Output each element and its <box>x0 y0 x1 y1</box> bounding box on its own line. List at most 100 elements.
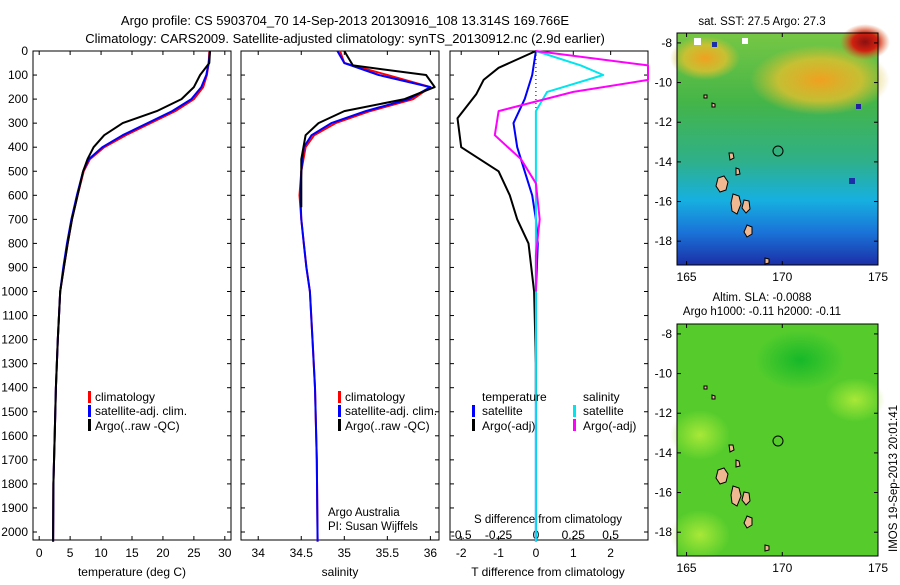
series-line-argo-raw-qc- <box>300 50 436 208</box>
sst-map <box>670 24 890 266</box>
sst-map-title: sat. SST: 27.5 Argo: 27.3 <box>698 16 825 28</box>
depth-tick-label: 100 <box>8 68 28 82</box>
series-line-climatology <box>52 50 211 542</box>
sst-island-6 <box>735 167 741 176</box>
sst-map-frame <box>676 32 879 266</box>
sla-light-patch-3 <box>670 510 730 560</box>
depth-tick-label: 300 <box>8 116 28 130</box>
map-x-tick-label: 175 <box>868 561 888 575</box>
temp-legend-argo: Argo(..raw -QC) <box>95 419 180 433</box>
map-x-tick-label: 165 <box>677 561 697 575</box>
sla-island-9 <box>711 394 716 400</box>
series-line-climatology <box>298 50 432 542</box>
x-tick-label: 35 <box>338 546 352 560</box>
x-tick-label: 34.5 <box>290 546 314 560</box>
depth-tick-label: 1400 <box>1 381 28 395</box>
x-tick-label: 30 <box>218 546 232 560</box>
map-y-tick-label: -16 <box>655 486 673 500</box>
map-y-tick-label: -18 <box>655 525 673 539</box>
sal-legend-satellite: satellite-adj. clim. <box>345 404 437 418</box>
x-tick-label: 1 <box>570 546 577 560</box>
map-y-tick-label: -14 <box>655 155 673 169</box>
s-tick-label: 0.5 <box>602 528 619 542</box>
sal-legend-swatch-satellite <box>338 405 341 417</box>
depth-tick-label: 200 <box>8 92 28 106</box>
diff-legend-temp-argo: Argo(-adj) <box>482 419 535 433</box>
sla-dark-patch <box>755 330 845 390</box>
sst-island-2 <box>730 193 742 215</box>
map-y-tick-label: -10 <box>655 367 673 381</box>
sla-map-title: Altim. SLA: -0.0088 <box>712 292 811 304</box>
series-line-satellite-adj-clim- <box>52 50 211 542</box>
series-line-salinity-argo-adj- <box>493 50 649 292</box>
sst-missing-pixel-3 <box>712 42 717 47</box>
sla-islands <box>703 385 770 552</box>
difference-s-label: S difference from climatology <box>474 514 622 526</box>
map-x-tick-label: 170 <box>772 561 792 575</box>
depth-tick-label: 600 <box>8 188 28 202</box>
sst-hot-patch <box>840 24 890 60</box>
sal-legend-swatch-climatology <box>338 391 341 403</box>
depth-tick-label: 1700 <box>1 453 28 467</box>
temperature-lines <box>52 50 211 542</box>
diff-legend-swatch-sal-argo <box>573 419 576 431</box>
salinity-annotation-line1: Argo Australia <box>328 507 400 519</box>
temp-legend-swatch-satellite <box>88 405 91 417</box>
x-tick-label: 0 <box>36 546 43 560</box>
depth-tick-label: 1600 <box>1 429 28 443</box>
salinity-x-ticks: 34 34.5 35 35.5 36 <box>252 51 438 560</box>
x-tick-label: 2 <box>607 546 614 560</box>
salinity-xlabel: salinity <box>322 565 359 579</box>
sst-missing-pixel-4 <box>856 104 861 109</box>
sst-island-3 <box>741 199 751 214</box>
temperature-xlabel: temperature (deg C) <box>78 565 186 579</box>
depth-tick-label: 900 <box>8 260 28 274</box>
temperature-panel-frame <box>32 50 232 541</box>
sla-light-patch-1 <box>670 410 730 460</box>
map-x-tick-label: 165 <box>677 270 697 284</box>
x-tick-label: 20 <box>156 546 170 560</box>
difference-lines <box>456 50 649 542</box>
map-x-tick-label: 175 <box>868 270 888 284</box>
difference-legend: temperature satellite Argo(-adj) salinit… <box>472 390 636 433</box>
x-tick-label: 0 <box>533 546 540 560</box>
sla-light-patch-2 <box>825 378 885 422</box>
salinity-panel-frame <box>240 50 440 541</box>
sla-argo-marker <box>772 435 784 447</box>
sla-island-2 <box>730 485 742 507</box>
temp-legend-swatch-argo <box>88 419 91 431</box>
map-y-tick-label: -12 <box>655 406 673 420</box>
depth-tick-label: 1200 <box>1 333 28 347</box>
x-tick-label: 25 <box>187 546 201 560</box>
map-y-tick-label: -14 <box>655 446 673 460</box>
series-line-salinity-satellite <box>534 50 605 542</box>
depth-tick-label: 1800 <box>1 477 28 491</box>
x-tick-label: 15 <box>125 546 139 560</box>
x-tick-label: 36 <box>424 546 438 560</box>
diff-legend-salinity: salinity <box>583 390 620 404</box>
x-tick-label: -2 <box>456 546 467 560</box>
sla-map-subtitle: Argo h1000: -0.11 h2000: -0.11 <box>683 306 841 318</box>
series-line-temperature-argo-adj- <box>456 50 537 400</box>
sst-island-4 <box>743 224 753 238</box>
s-tick-label: -0.25 <box>485 528 513 542</box>
salinity-legend: climatology satellite-adj. clim. Argo(..… <box>338 390 437 433</box>
diff-legend-swatch-temp-argo <box>472 419 475 431</box>
sst-warm-patch-2 <box>670 36 740 80</box>
sla-island-8 <box>703 385 708 390</box>
diff-legend-sal-satellite: satellite <box>583 404 624 418</box>
depth-tick-label: 1500 <box>1 405 28 419</box>
sla-map <box>670 323 885 560</box>
map-y-tick-label: -16 <box>655 195 673 209</box>
diff-legend-temp-satellite: satellite <box>482 404 523 418</box>
depth-tick-label: 1000 <box>1 285 28 299</box>
difference-panel-frame <box>449 50 649 541</box>
depth-tick-label: 2000 <box>1 525 28 539</box>
s-tick-label: 0.25 <box>562 528 586 542</box>
difference-s-ticks: -0.5 -0.25 0 0.25 0.5 <box>451 528 619 542</box>
temp-legend-swatch-climatology <box>88 391 91 403</box>
sst-missing-pixel-1 <box>694 38 701 45</box>
depth-tick-label: 500 <box>8 164 28 178</box>
sal-legend-argo: Argo(..raw -QC) <box>345 419 430 433</box>
